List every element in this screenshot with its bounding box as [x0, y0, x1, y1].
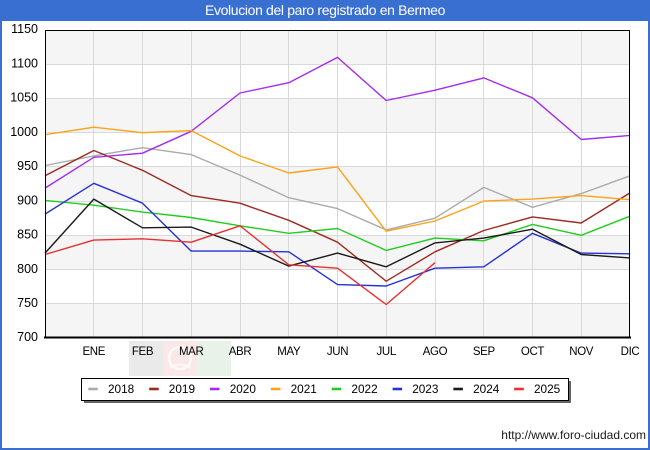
svg-text:ENE: ENE: [82, 346, 105, 358]
svg-text:ABR: ABR: [229, 346, 252, 358]
svg-text:700: 700: [17, 330, 38, 344]
svg-text:2023: 2023: [412, 382, 439, 396]
svg-text:http://www.foro-ciudad.com: http://www.foro-ciudad.com: [501, 428, 646, 442]
svg-text:1000: 1000: [10, 125, 38, 139]
svg-text:1150: 1150: [11, 22, 38, 36]
svg-text:800: 800: [17, 262, 38, 276]
svg-text:950: 950: [17, 159, 38, 173]
svg-text:FEB: FEB: [132, 346, 154, 358]
svg-text:2019: 2019: [169, 382, 195, 396]
svg-text:2024: 2024: [473, 382, 500, 396]
svg-text:OCT: OCT: [521, 346, 545, 358]
svg-text:2020: 2020: [230, 382, 257, 396]
svg-text:850: 850: [17, 228, 38, 242]
svg-text:1050: 1050: [10, 91, 38, 105]
svg-text:SEP: SEP: [473, 346, 496, 358]
svg-text:750: 750: [17, 296, 38, 310]
svg-text:DIC: DIC: [621, 346, 640, 358]
svg-text:2018: 2018: [108, 382, 135, 396]
svg-text:AGO: AGO: [423, 346, 448, 358]
svg-text:1100: 1100: [11, 56, 38, 70]
svg-text:MAR: MAR: [179, 346, 204, 358]
svg-text:2021: 2021: [291, 382, 317, 396]
svg-text:2022: 2022: [351, 382, 377, 396]
svg-text:900: 900: [17, 193, 38, 207]
svg-text:JUN: JUN: [327, 346, 348, 358]
svg-text:JUL: JUL: [376, 346, 396, 358]
svg-text:MAY: MAY: [277, 346, 301, 358]
svg-text:2025: 2025: [534, 382, 561, 396]
svg-text:NOV: NOV: [569, 346, 594, 358]
